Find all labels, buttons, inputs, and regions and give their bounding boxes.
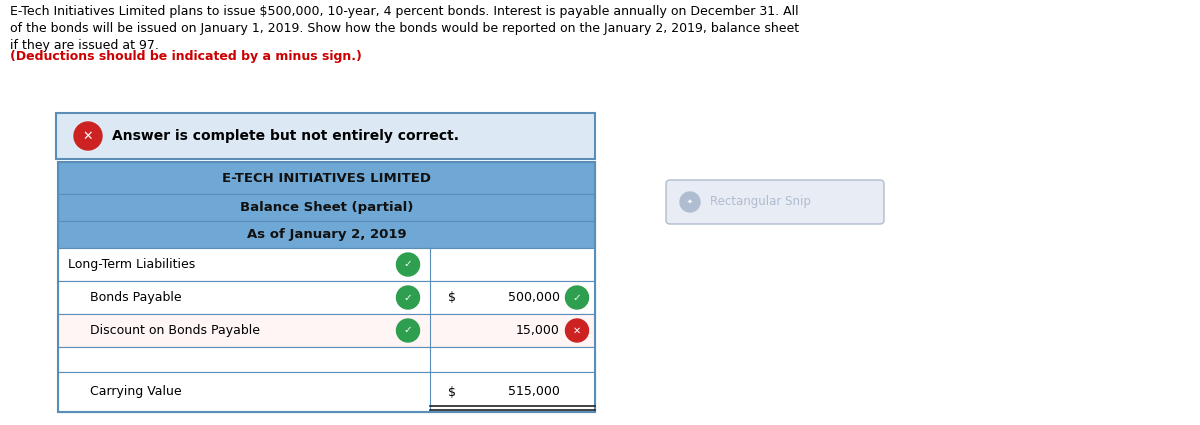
Text: $: $ — [448, 385, 456, 399]
Circle shape — [74, 122, 102, 150]
Text: Carrying Value: Carrying Value — [90, 385, 181, 399]
Text: ✓: ✓ — [403, 260, 413, 269]
Text: Rectangular Snip: Rectangular Snip — [710, 196, 811, 209]
Circle shape — [565, 319, 588, 342]
Text: Answer is complete but not entirely correct.: Answer is complete but not entirely corr… — [112, 129, 458, 143]
Text: Long-Term Liabilities: Long-Term Liabilities — [68, 258, 196, 271]
FancyBboxPatch shape — [58, 372, 595, 412]
Circle shape — [396, 319, 420, 342]
FancyBboxPatch shape — [56, 113, 595, 159]
FancyBboxPatch shape — [666, 180, 884, 224]
Text: Discount on Bonds Payable: Discount on Bonds Payable — [90, 324, 260, 337]
Circle shape — [680, 192, 700, 212]
Text: 500,000: 500,000 — [508, 291, 560, 304]
Text: ✕: ✕ — [83, 130, 94, 142]
Circle shape — [396, 253, 420, 276]
Text: Balance Sheet (partial): Balance Sheet (partial) — [240, 201, 413, 214]
Text: $: $ — [448, 291, 456, 304]
FancyBboxPatch shape — [58, 347, 595, 372]
Text: As of January 2, 2019: As of January 2, 2019 — [247, 228, 407, 241]
Text: ✓: ✓ — [572, 292, 581, 303]
Text: E-Tech Initiatives Limited plans to issue $500,000, 10-year, 4 percent bonds. In: E-Tech Initiatives Limited plans to issu… — [10, 5, 799, 52]
Text: (Deductions should be indicated by a minus sign.): (Deductions should be indicated by a min… — [10, 50, 362, 63]
Text: Bonds Payable: Bonds Payable — [90, 291, 181, 304]
Text: ✦: ✦ — [688, 199, 692, 205]
Text: 515,000: 515,000 — [508, 385, 560, 399]
Text: ✓: ✓ — [403, 292, 413, 303]
Circle shape — [565, 286, 588, 309]
FancyBboxPatch shape — [58, 221, 595, 248]
Text: 15,000: 15,000 — [516, 324, 560, 337]
FancyBboxPatch shape — [58, 194, 595, 221]
Text: ✕: ✕ — [572, 326, 581, 335]
FancyBboxPatch shape — [58, 281, 595, 314]
Circle shape — [396, 286, 420, 309]
FancyBboxPatch shape — [58, 314, 595, 347]
FancyBboxPatch shape — [58, 248, 595, 281]
Text: E-TECH INITIATIVES LIMITED: E-TECH INITIATIVES LIMITED — [222, 172, 431, 184]
Text: ✓: ✓ — [403, 326, 413, 335]
FancyBboxPatch shape — [58, 162, 595, 194]
